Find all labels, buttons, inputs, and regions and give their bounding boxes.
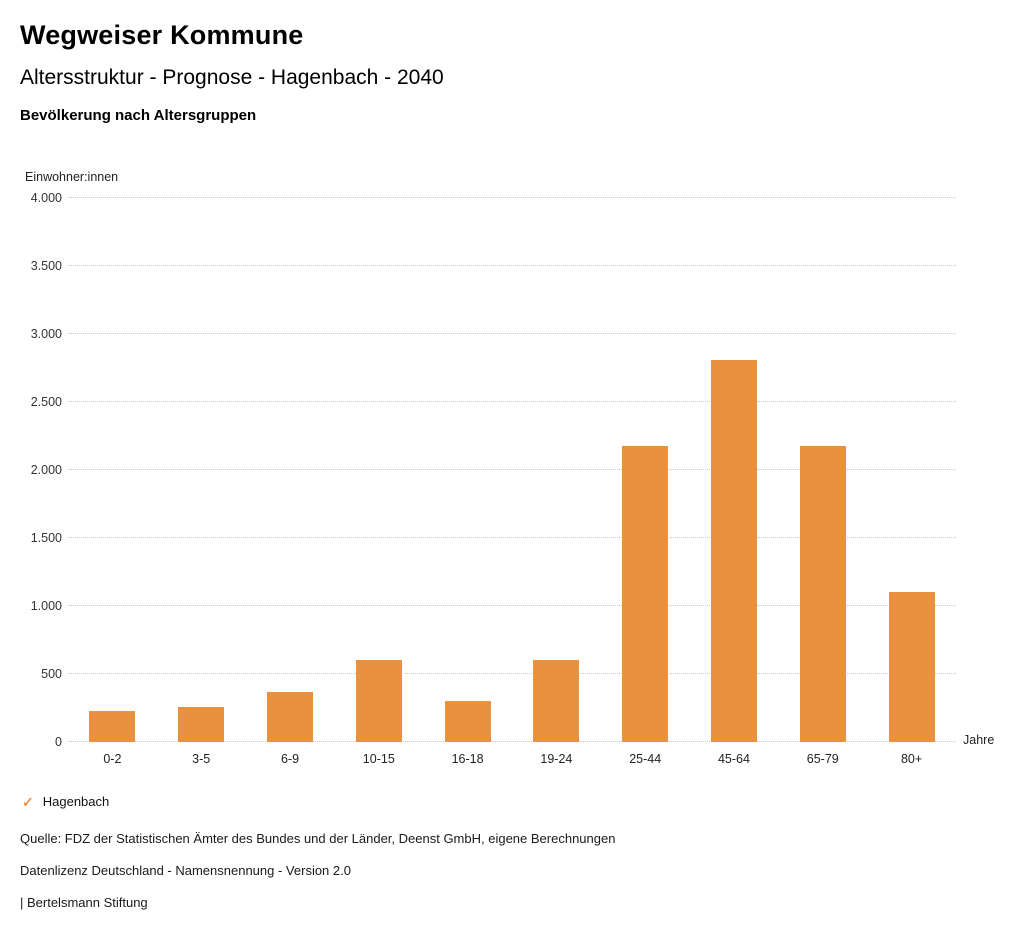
y-tick-label: 3.500 [30, 259, 62, 273]
brand-text: | Bertelsmann Stiftung [20, 895, 148, 910]
y-tick-label: 1.000 [30, 599, 62, 613]
gridline [68, 265, 956, 266]
x-label-3-5: 3-5 [192, 752, 211, 766]
x-label-0-2: 0-2 [103, 752, 122, 766]
bar-slot [867, 198, 956, 742]
y-axis-ticks: 0 500 1.000 1.500 2.000 2.500 3.000 3.500 4.000 [20, 191, 64, 749]
bars-container [68, 198, 956, 742]
y-tick-label: 0 [55, 735, 62, 749]
page-subtitle: Altersstruktur - Prognose - Hagenbach - … [20, 66, 444, 89]
chart-title: Bevölkerung nach Altersgruppen [20, 107, 257, 124]
y-tick-label: 3.000 [30, 327, 62, 341]
plot-area [68, 197, 956, 742]
bar-16-18[interactable] [444, 701, 491, 742]
x-axis-labels: 0-2 3-5 6-9 10-15 16-18 19-24 25-44 45-64 65-79 8… [68, 752, 956, 766]
bar-slot [334, 198, 423, 742]
chart-area: 0 500 1.000 1.500 2.000 2.500 3.000 3.500 4.000 … [20, 191, 1004, 749]
bar-3-5[interactable] [178, 706, 225, 742]
x-label-45-64: 45-64 [717, 752, 750, 766]
x-label-80+: 80+ [900, 752, 923, 766]
bar-19-24[interactable] [533, 660, 580, 742]
bar-80+[interactable] [888, 592, 935, 742]
gridline [68, 741, 956, 742]
gridline [68, 197, 956, 198]
gridline [68, 673, 956, 674]
license-text: Datenlizenz Deutschland - Namensnennung … [20, 863, 351, 878]
y-tick-label: 2.000 [30, 463, 62, 477]
bar-slot [246, 198, 335, 742]
bar-slot [601, 198, 690, 742]
legend-item-hagenbach[interactable]: ✓ Hagenbach [22, 794, 1004, 809]
gridline [68, 605, 956, 606]
bar-slot [512, 198, 601, 742]
app-title: Wegweiser Kommune [20, 20, 304, 50]
gridline [68, 469, 956, 470]
bar-25-44[interactable] [622, 445, 669, 742]
x-label-16-18: 16-18 [451, 752, 484, 766]
y-axis-label: Einwohner:innen [25, 170, 119, 184]
y-tick-label: 2.500 [30, 395, 62, 409]
legend-label: Hagenbach [42, 794, 110, 809]
x-label-65-79: 65-79 [806, 752, 839, 766]
footer: Quelle: FDZ der Statistischen Ämter des … [20, 831, 1004, 910]
x-label-6-9: 6-9 [280, 752, 300, 766]
bar-10-15[interactable] [355, 660, 402, 742]
bar-45-64[interactable] [710, 359, 757, 742]
bar-slot [423, 198, 512, 742]
gridline [68, 333, 956, 334]
gridline [68, 537, 956, 538]
x-axis-unit-label: Jahre [963, 733, 995, 747]
bar-slot [157, 198, 246, 742]
bar-0-2[interactable] [89, 710, 136, 742]
bar-slot [690, 198, 779, 742]
y-tick-label: 4.000 [30, 191, 62, 205]
x-label-19-24: 19-24 [540, 752, 573, 766]
y-tick-label: 500 [41, 667, 62, 681]
x-label-25-44: 25-44 [629, 752, 662, 766]
bar-slot [68, 198, 157, 742]
x-label-10-15: 10-15 [362, 752, 395, 766]
bar-6-9[interactable] [266, 691, 313, 742]
bar-65-79[interactable] [799, 445, 846, 742]
bar-slot [778, 198, 867, 742]
y-tick-label: 1.500 [30, 531, 62, 545]
check-icon: ✓ [22, 793, 34, 810]
source-text: Quelle: FDZ der Statistischen Ämter des … [20, 831, 616, 846]
gridline [68, 401, 956, 402]
